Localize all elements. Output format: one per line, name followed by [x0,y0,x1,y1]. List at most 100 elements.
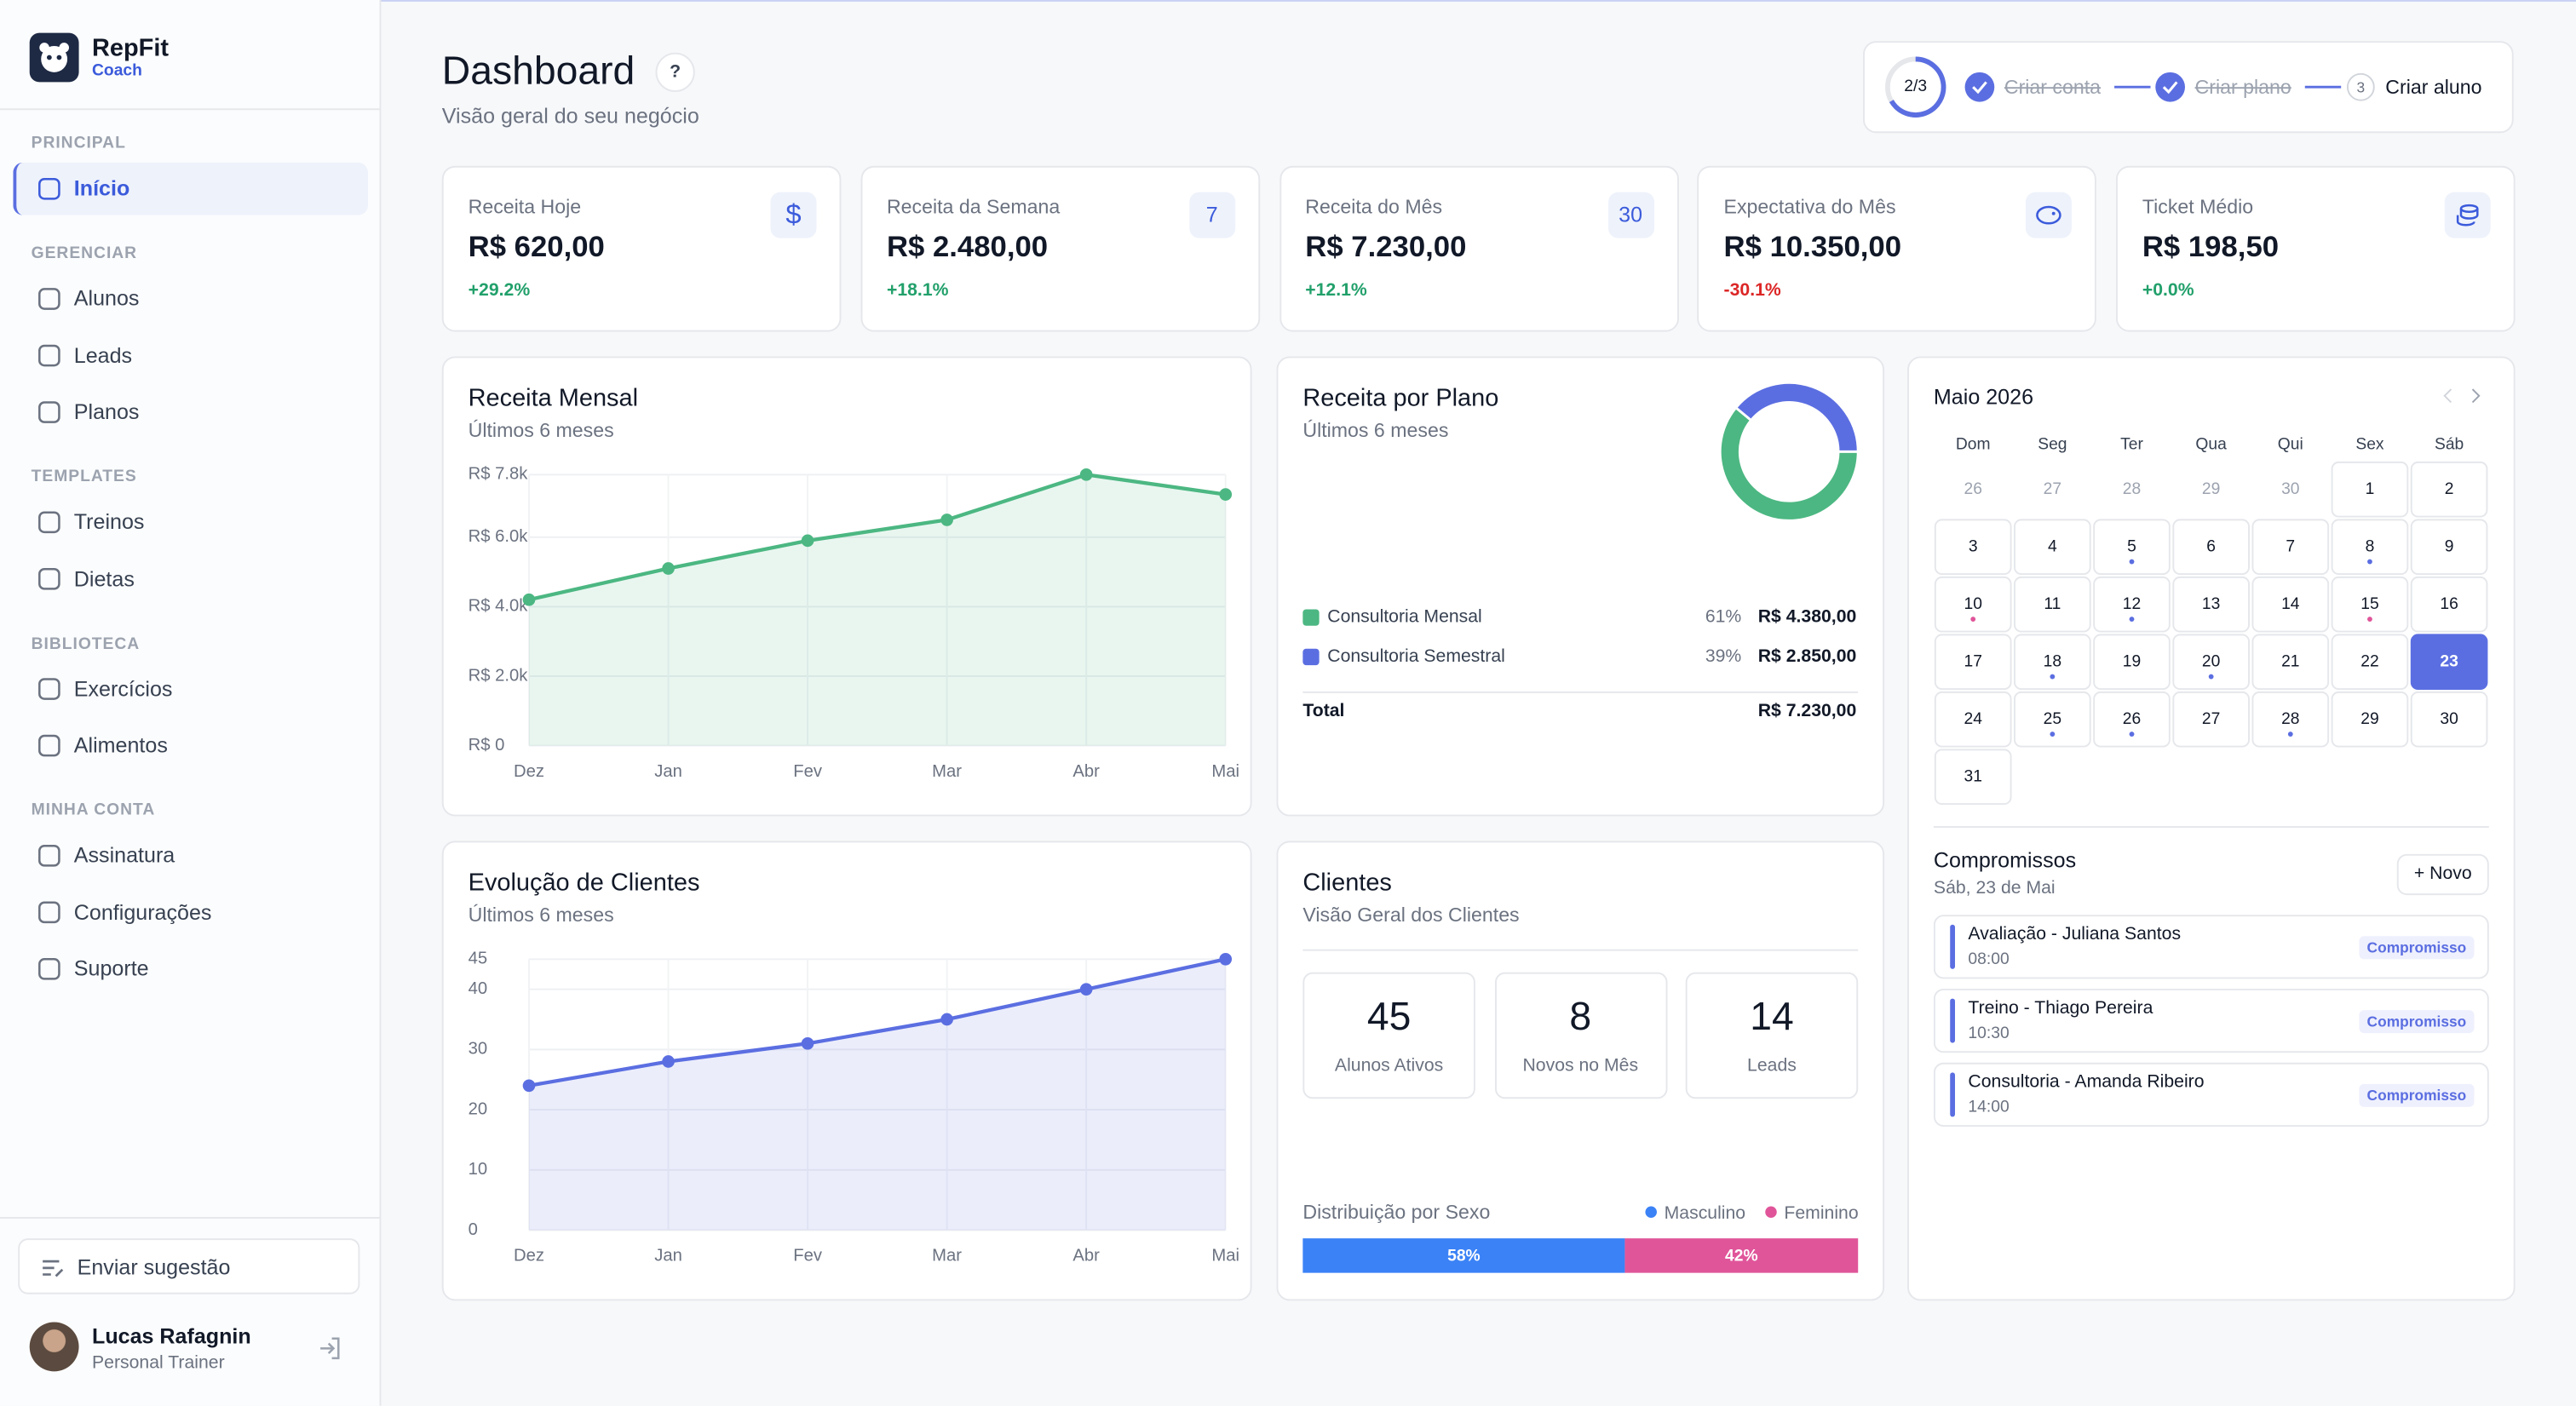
prev-day: 30 [2281,480,2299,498]
nav-item[interactable]: Assinatura [73,842,175,868]
kpi-value: R$ 7.230,00 [1305,229,1467,263]
help-button[interactable]: ? [655,52,695,92]
day-number: 2 [2445,480,2454,498]
weekday: Qui [2278,436,2303,454]
gender-bar-label: 42% [1725,1247,1758,1265]
nav-item[interactable]: Treinos [73,508,145,534]
check-mark [2162,81,2178,95]
kpi-change: -30.1% [1723,280,1781,301]
weekday: Dom [1956,436,1991,454]
appointment-tag: Compromisso [2359,1010,2475,1034]
pie-slice [1718,405,1860,522]
appointment-title: Avaliação - Juliana Santos [1968,924,2182,944]
weekday: Sáb [2435,436,2464,454]
new-button[interactable]: + Novo [2396,853,2489,896]
day-cell [2093,576,2171,633]
day-number: 27 [2202,710,2220,728]
appointment-time: 14:00 [1968,1099,2010,1117]
day-number: 23 [2440,652,2458,670]
x-tick-label: Jan [654,762,682,781]
day-cell [2410,461,2488,518]
weekday: Seg [2038,436,2067,454]
day-number: 7 [2286,537,2295,555]
logout-button[interactable] [317,1335,343,1362]
day-cell [2410,576,2488,633]
check-mark [1972,81,1987,95]
day-number: 25 [2044,710,2061,728]
nav-icon [38,567,60,590]
clients-card [1276,841,1885,1301]
chart-title: Receita Mensal [468,384,639,413]
nav-item[interactable]: Início [73,175,130,201]
legend-label: Consultoria Mensal [1327,607,1482,627]
day-number: 3 [1969,537,1978,555]
day-cell [2251,576,2330,633]
kpi-value: R$ 198,50 [2142,229,2280,263]
logo [29,32,79,83]
y-tick-label: 45 [469,950,488,968]
nav-section-title: MINHA CONTA [31,801,156,820]
day-cell [2251,634,2330,690]
day-cell [2014,691,2091,748]
nav-icon [38,288,60,310]
stat-box [1685,972,1859,1099]
nav-item[interactable]: Leads [73,342,133,368]
day-number: 17 [1964,652,1981,670]
feedback-label: Enviar sugestão [77,1254,231,1280]
kpi-icon [2026,192,2073,238]
kpi-value: R$ 10.350,00 [1723,229,1902,263]
progress-ring [1885,56,1946,118]
nav-icon [38,901,60,924]
day-cell [2093,519,2171,575]
brand: RepFit [91,34,170,63]
feedback-button[interactable]: Enviar sugestão [18,1238,360,1294]
revenue-chart-card [441,356,1252,817]
day-cell [2172,691,2250,748]
appointment-bar [1950,924,1955,969]
legend-label: Masculino [1665,1203,1745,1223]
user-name: Lucas Rafagnin [91,1323,251,1349]
nav-icon [38,401,60,423]
legend-label: Consultoria Semestral [1327,646,1505,666]
nav-item[interactable]: Planos [73,399,140,424]
day-cell [2093,691,2171,748]
event-dot [2050,732,2056,737]
progress-label: 2/3 [1904,77,1928,96]
day-cell [2172,576,2250,633]
x-tick-label: Jan [654,1247,682,1265]
event-dot [1970,617,1976,622]
nav-item[interactable]: Alimentos [73,732,168,758]
total-label: Total [1302,701,1345,721]
step-circle [2346,72,2375,101]
x-tick-label: Mai [1211,762,1239,781]
nav-item[interactable]: Alunos [73,285,140,311]
day-number: 11 [2044,595,2061,613]
calendar-nav[interactable] [2438,386,2487,405]
x-tick-label: Mar [932,1247,962,1265]
y-tick-label: 40 [469,979,488,998]
event-dot [2287,732,2293,737]
pie-slice [1734,381,1860,453]
y-tick-label: R$ 7.8k [469,465,529,484]
line [528,473,1227,602]
step-label: Criar conta [2004,75,2102,99]
nav-item[interactable]: Dietas [73,565,135,591]
card-title: Clientes [1302,869,1392,897]
day-cell [1934,749,2012,805]
event-dot [2129,617,2135,622]
stat-box [1494,972,1667,1099]
stat-label: Alunos Ativos [1334,1056,1444,1076]
stat-value: 8 [1569,995,1592,1040]
nav-item[interactable]: Configurações [73,898,212,924]
gender-bar-label: 58% [1447,1247,1481,1265]
nav-item[interactable]: Exercícios [73,675,173,701]
stat-label: Novos no Mês [1522,1056,1639,1076]
nav-item[interactable]: Suporte [73,956,149,981]
appointment-title: Consultoria - Amanda Ribeiro [1968,1072,2205,1093]
kpi-label: Expectativa do Mês [1723,195,1896,219]
nav-item-active[interactable] [13,162,368,215]
total-value: R$ 7.230,00 [1757,701,1857,721]
avatar [29,1322,79,1372]
appointment-bar [1950,998,1955,1043]
